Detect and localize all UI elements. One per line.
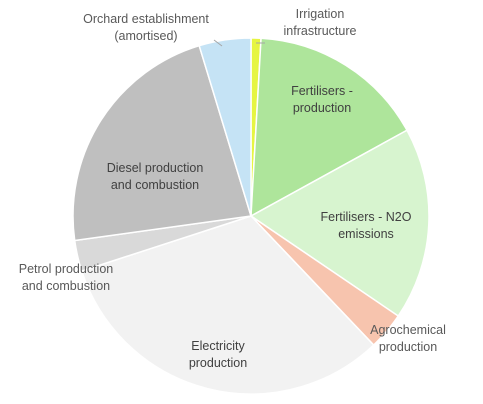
pie-slices	[72, 37, 430, 395]
slice-label-line: Fertilisers - N2O	[321, 210, 412, 224]
slice-label-line: production	[189, 356, 247, 370]
slice-label-line: production	[379, 340, 437, 354]
slice-label: Fertilisers - production	[291, 84, 353, 115]
slice-label: Orchard establishment (amortised)	[83, 12, 209, 43]
pie-slice	[72, 44, 252, 242]
slice-label-line: Irrigation	[296, 7, 345, 21]
slice-label-line: and combustion	[111, 178, 199, 192]
pie-slice	[198, 37, 252, 217]
slice-label-line: Agrochemical	[370, 323, 446, 337]
slice-label-line: (amortised)	[114, 29, 177, 43]
slice-label-line: production	[293, 101, 351, 115]
slice-label-line: infrastructure	[284, 24, 357, 38]
slice-labels: Irrigation infrastructure Fertilisers - pro…	[19, 7, 446, 370]
slice-label: Fertilisers - N2O emissions	[321, 210, 412, 241]
slice-label-line: Electricity	[191, 339, 245, 353]
slice-label-line: and combustion	[22, 279, 110, 293]
slice-label: Petrol production and combustion	[19, 262, 114, 293]
slice-label: Irrigation infrastructure	[284, 7, 357, 38]
leader-line	[213, 39, 223, 47]
slice-label-line: Orchard establishment	[83, 12, 209, 26]
pie-slice	[80, 215, 375, 395]
slice-label-line: Diesel production	[107, 161, 204, 175]
slice-label: Agrochemical production	[370, 323, 446, 354]
pie-slice	[250, 37, 408, 218]
slice-label: Electricity production	[189, 339, 247, 370]
pie-slice	[249, 129, 430, 318]
slice-label-line: Fertilisers -	[291, 84, 353, 98]
slice-label: Diesel production and combustion	[107, 161, 204, 192]
slice-label-line: emissions	[338, 227, 394, 241]
slice-label-line: Petrol production	[19, 262, 114, 276]
leader-lines	[213, 39, 265, 47]
